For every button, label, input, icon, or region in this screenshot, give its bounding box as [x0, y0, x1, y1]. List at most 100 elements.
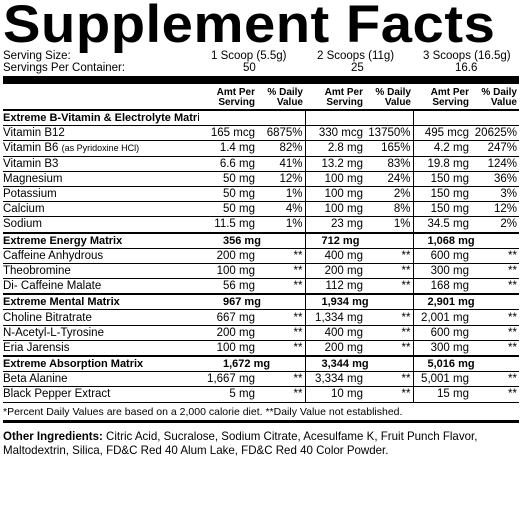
daily-value-cell: **	[471, 263, 519, 280]
amount-cell: 100 mg	[304, 201, 365, 218]
amount-cell: 200 mg	[304, 340, 365, 357]
nutrient-row: Caffeine Anhydrous 200 mg ** 400 mg ** 600 mg…	[3, 248, 519, 264]
amount-cell: 600 mg	[412, 248, 471, 264]
amount-cell: 13.2 mg	[304, 156, 365, 172]
amount-cell: 50 mg	[199, 201, 257, 218]
amount-cell: 50 mg	[199, 186, 257, 203]
nutrient-label: Di- Caffeine Malate	[3, 280, 102, 293]
nutrient-label: Vitamin B6	[3, 142, 59, 155]
section-total: 356 mg	[199, 231, 305, 249]
section-row: Extreme Absorption Matrix 1,672 mg 3,344 m…	[3, 355, 519, 373]
amount-cell: 100 mg	[304, 186, 365, 203]
daily-value-cell: **	[365, 309, 413, 326]
amount-cell: 6.6 mg	[199, 156, 257, 172]
amount-cell: 200 mg	[199, 325, 257, 341]
nutrient-label: Beta Alanine	[3, 373, 68, 386]
nutrient-label: Sodium	[3, 218, 42, 231]
nutrient-row: N-Acetyl-L-Tyrosine 200 mg ** 400 mg ** 600 m…	[3, 325, 519, 341]
daily-value-cell: 41%	[257, 156, 305, 172]
amount-cell: 5 mg	[199, 386, 257, 403]
daily-value-cell: 1%	[257, 186, 305, 203]
amount-cell: 495 mcg	[412, 125, 471, 142]
section-total: 3,344 mg	[304, 355, 413, 373]
daily-value-cell: **	[257, 309, 305, 326]
amount-cell: 5,001 mg	[412, 371, 471, 388]
daily-value-cell: **	[471, 386, 519, 403]
daily-value-cell: 82%	[257, 140, 305, 157]
nutrient-name: Choline Bitratrate	[3, 309, 199, 326]
amount-cell: 150 mg	[412, 186, 471, 203]
amount-cell: 150 mg	[412, 201, 471, 218]
daily-value-cell: **	[471, 248, 519, 264]
section-row: Extreme Mental Matrix 967 mg 1,934 mg 2,901…	[3, 293, 519, 311]
daily-value-cell: **	[471, 371, 519, 388]
daily-value-cell: **	[257, 325, 305, 341]
nutrient-label: Caffeine Anhydrous	[3, 249, 104, 262]
facts-table: Amt Per Serving % Daily Value Amt Per Servi…	[3, 84, 519, 403]
section-row: Extreme B-Vitamin & Electrolyte Matrix	[3, 110, 519, 127]
header-amt-3: Amt Per Serving	[413, 84, 471, 111]
serving-size-col1: 1 Scoop (5.5g)	[211, 50, 287, 62]
amount-cell: 150 mg	[412, 171, 471, 187]
amount-cell: 667 mg	[199, 309, 257, 326]
daily-value-cell: 83%	[365, 156, 413, 172]
amount-cell: 400 mg	[304, 325, 365, 341]
section-total	[199, 110, 305, 127]
nutrient-label: Calcium	[3, 203, 45, 216]
amount-cell: 56 mg	[199, 278, 257, 295]
nutrient-name: Theobromine	[3, 263, 199, 280]
header-amt-2: Amt Per Serving	[305, 84, 365, 111]
daily-value-cell: 2%	[365, 186, 413, 203]
nutrient-row: Di- Caffeine Malate 56 mg ** 112 mg ** 168 mg…	[3, 278, 519, 295]
daily-value-cell: **	[257, 278, 305, 295]
supplement-facts-panel: Supplement Facts Serving Size: Servings …	[3, 0, 519, 509]
amount-cell: 300 mg	[412, 263, 471, 280]
nutrient-name: Caffeine Anhydrous	[3, 248, 199, 264]
amount-cell: 100 mg	[199, 340, 257, 357]
nutrient-name: Sodium	[3, 216, 199, 233]
daily-value-cell: 12%	[471, 201, 519, 218]
amount-cell: 400 mg	[304, 248, 365, 264]
daily-value-cell: **	[257, 371, 305, 388]
nutrient-name: Beta Alanine	[3, 371, 199, 388]
section-total: 1,934 mg	[304, 293, 413, 311]
nutrient-row: Theobromine 100 mg ** 200 mg ** 300 mg **	[3, 263, 519, 280]
amount-cell: 1,334 mg	[304, 309, 365, 326]
thick-divider	[3, 76, 519, 84]
ingredients-label: Other Ingredients:	[3, 428, 103, 443]
section-total: 712 mg	[304, 231, 413, 249]
nutrient-row: Black Pepper Extract 5 mg ** 10 mg ** 15 mg **	[3, 386, 519, 403]
header-dv-3: % Daily Value	[471, 84, 519, 111]
nutrient-row: Vitamin B6 (as Pyridoxine HCl) 1.4 mg 82% 2…	[3, 140, 519, 157]
daily-value-cell: **	[257, 386, 305, 403]
daily-value-cell: 247%	[471, 140, 519, 157]
nutrient-name: Vitamin B3	[3, 156, 199, 172]
header-dv-1: % Daily Value	[257, 84, 305, 111]
daily-value-cell: **	[257, 263, 305, 280]
amount-cell: 1.4 mg	[199, 140, 257, 157]
daily-value-cell: **	[365, 371, 413, 388]
panel-title: Supplement Facts	[3, 0, 496, 54]
amount-cell: 19.8 mg	[412, 156, 471, 172]
nutrient-name: Vitamin B6 (as Pyridoxine HCl)	[3, 140, 199, 157]
daily-value-cell: **	[365, 386, 413, 403]
nutrient-row: Vitamin B3 6.6 mg 41% 13.2 mg 83% 19.8 mg 124%	[3, 156, 519, 172]
daily-value-cell: **	[365, 278, 413, 295]
nutrient-name: Black Pepper Extract	[3, 386, 199, 403]
nutrient-label: Magnesium	[3, 172, 63, 185]
amount-cell: 23 mg	[304, 216, 365, 233]
nutrient-name: Magnesium	[3, 171, 199, 187]
daily-value-cell: **	[471, 325, 519, 341]
amount-cell: 3,334 mg	[304, 371, 365, 388]
daily-value-cell: 124%	[471, 156, 519, 172]
daily-value-cell: 165%	[365, 140, 413, 157]
amount-cell: 100 mg	[304, 171, 365, 187]
section-total: 2,901 mg	[412, 293, 519, 311]
serving-size-col2: 2 Scoops (11g)	[317, 50, 395, 62]
nutrient-row: Calcium 50 mg 4% 100 mg 8% 150 mg 12%	[3, 201, 519, 218]
nutrient-row: Vitamin B12 165 mcg 6875% 330 mcg 13750% 495 …	[3, 125, 519, 142]
section-total: 1,672 mg	[199, 355, 305, 373]
nutrient-label: Potassium	[3, 188, 57, 201]
column-header-row: Amt Per Serving % Daily Value Amt Per Servi…	[3, 84, 519, 111]
nutrient-label: Theobromine	[3, 264, 71, 277]
